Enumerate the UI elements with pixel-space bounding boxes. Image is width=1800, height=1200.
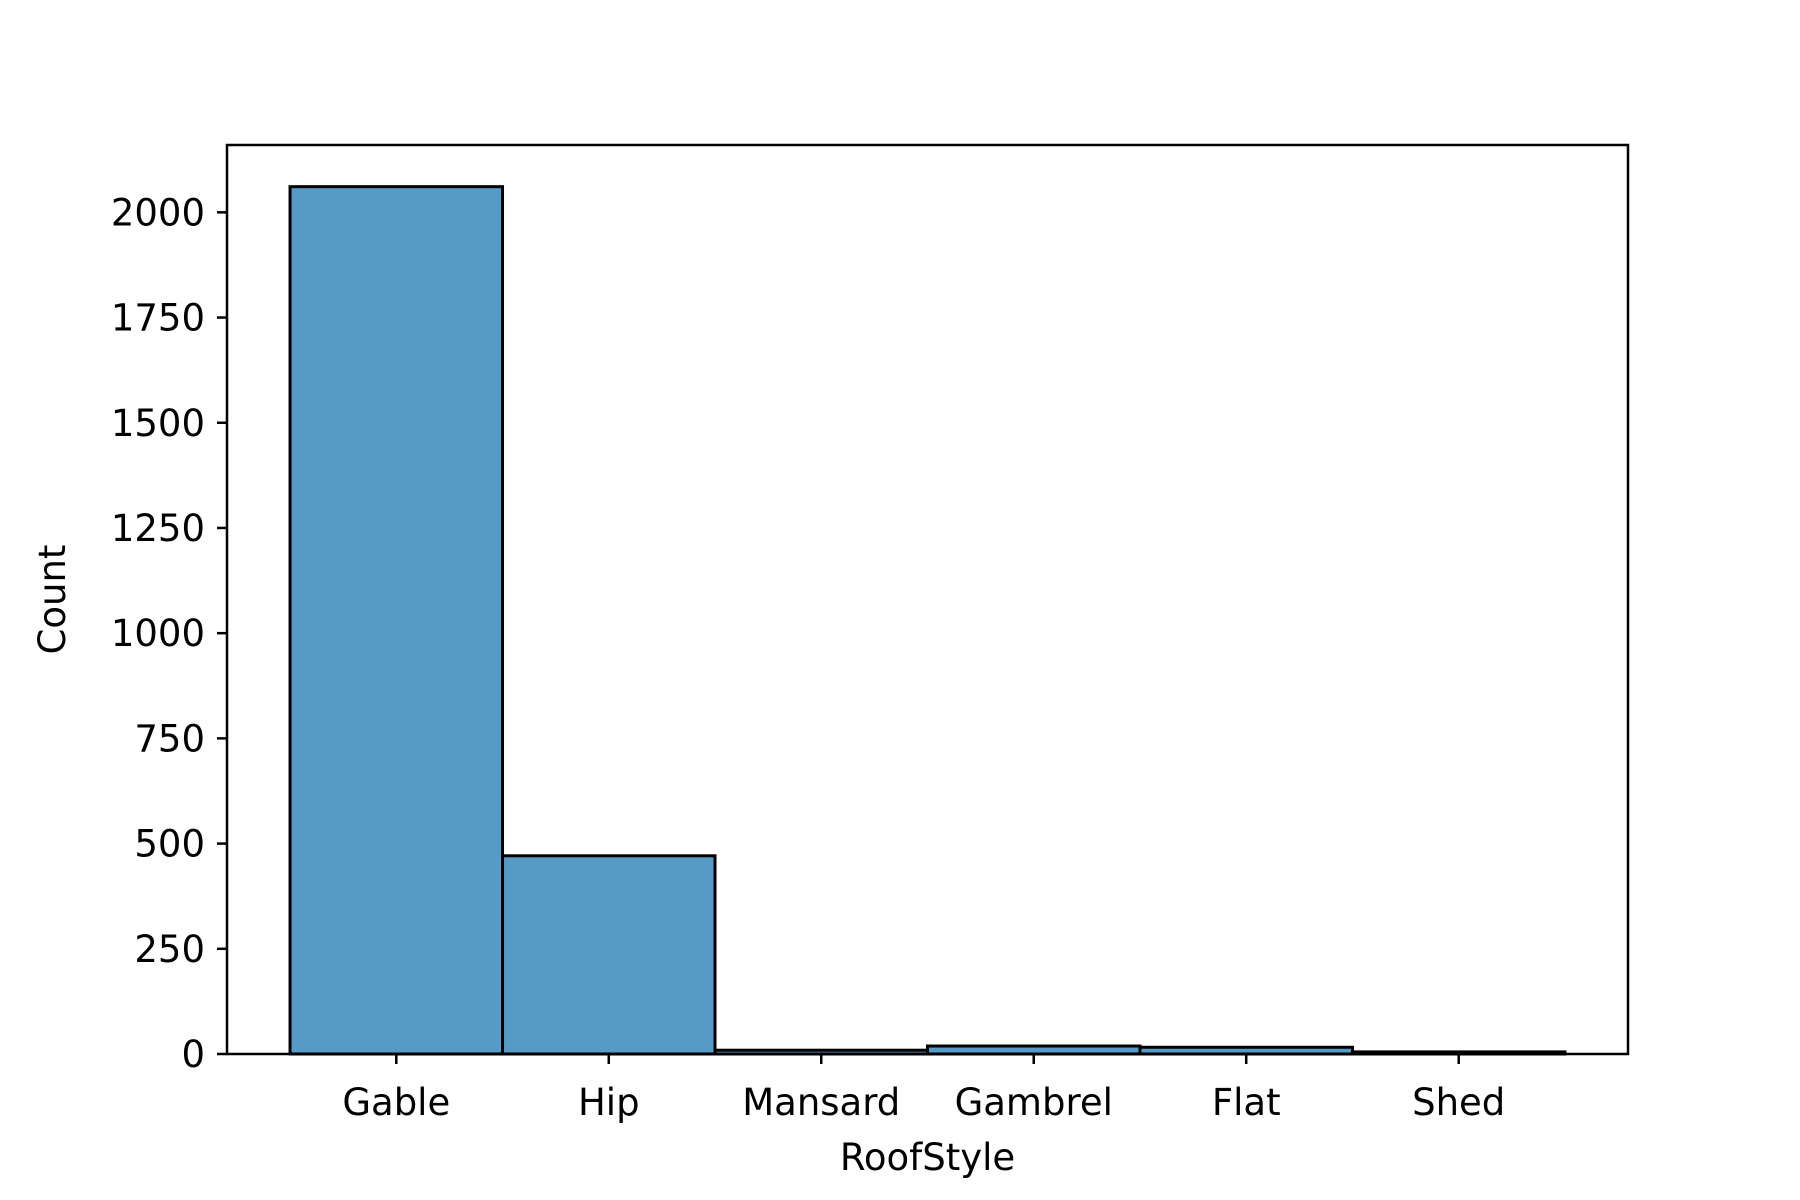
- y-tick-label: 1500: [111, 402, 205, 445]
- y-tick-label: 0: [181, 1033, 205, 1076]
- y-tick-label: 1250: [111, 507, 205, 550]
- x-tick-label: Flat: [1212, 1081, 1281, 1124]
- x-tick-label: Hip: [578, 1081, 640, 1124]
- y-tick-label: 2000: [111, 191, 205, 234]
- x-axis-ticks: Gable Hip Mansard Gambrel Flat Shed: [342, 1054, 1505, 1124]
- bars-group: [288, 185, 1567, 1056]
- y-tick-label: 500: [134, 823, 205, 866]
- x-tick-label: Shed: [1412, 1081, 1505, 1124]
- x-axis-label: RoofStyle: [840, 1136, 1015, 1179]
- y-axis-label: Count: [31, 545, 74, 655]
- y-tick-label: 750: [134, 717, 205, 760]
- x-tick-label: Gambrel: [955, 1081, 1113, 1124]
- y-tick-label: 1750: [111, 297, 205, 340]
- plot-frame: [225, 143, 1630, 1056]
- x-tick-label: Gable: [342, 1081, 450, 1124]
- x-tick-label: Mansard: [742, 1081, 900, 1124]
- y-tick-label: 1000: [111, 612, 205, 655]
- bar-hip: [501, 854, 717, 1056]
- y-axis-ticks: 0 250 500 750 1000 1250 1500 1750 2000: [111, 191, 227, 1076]
- y-tick-label: 250: [134, 928, 205, 971]
- bar-gable: [288, 185, 505, 1056]
